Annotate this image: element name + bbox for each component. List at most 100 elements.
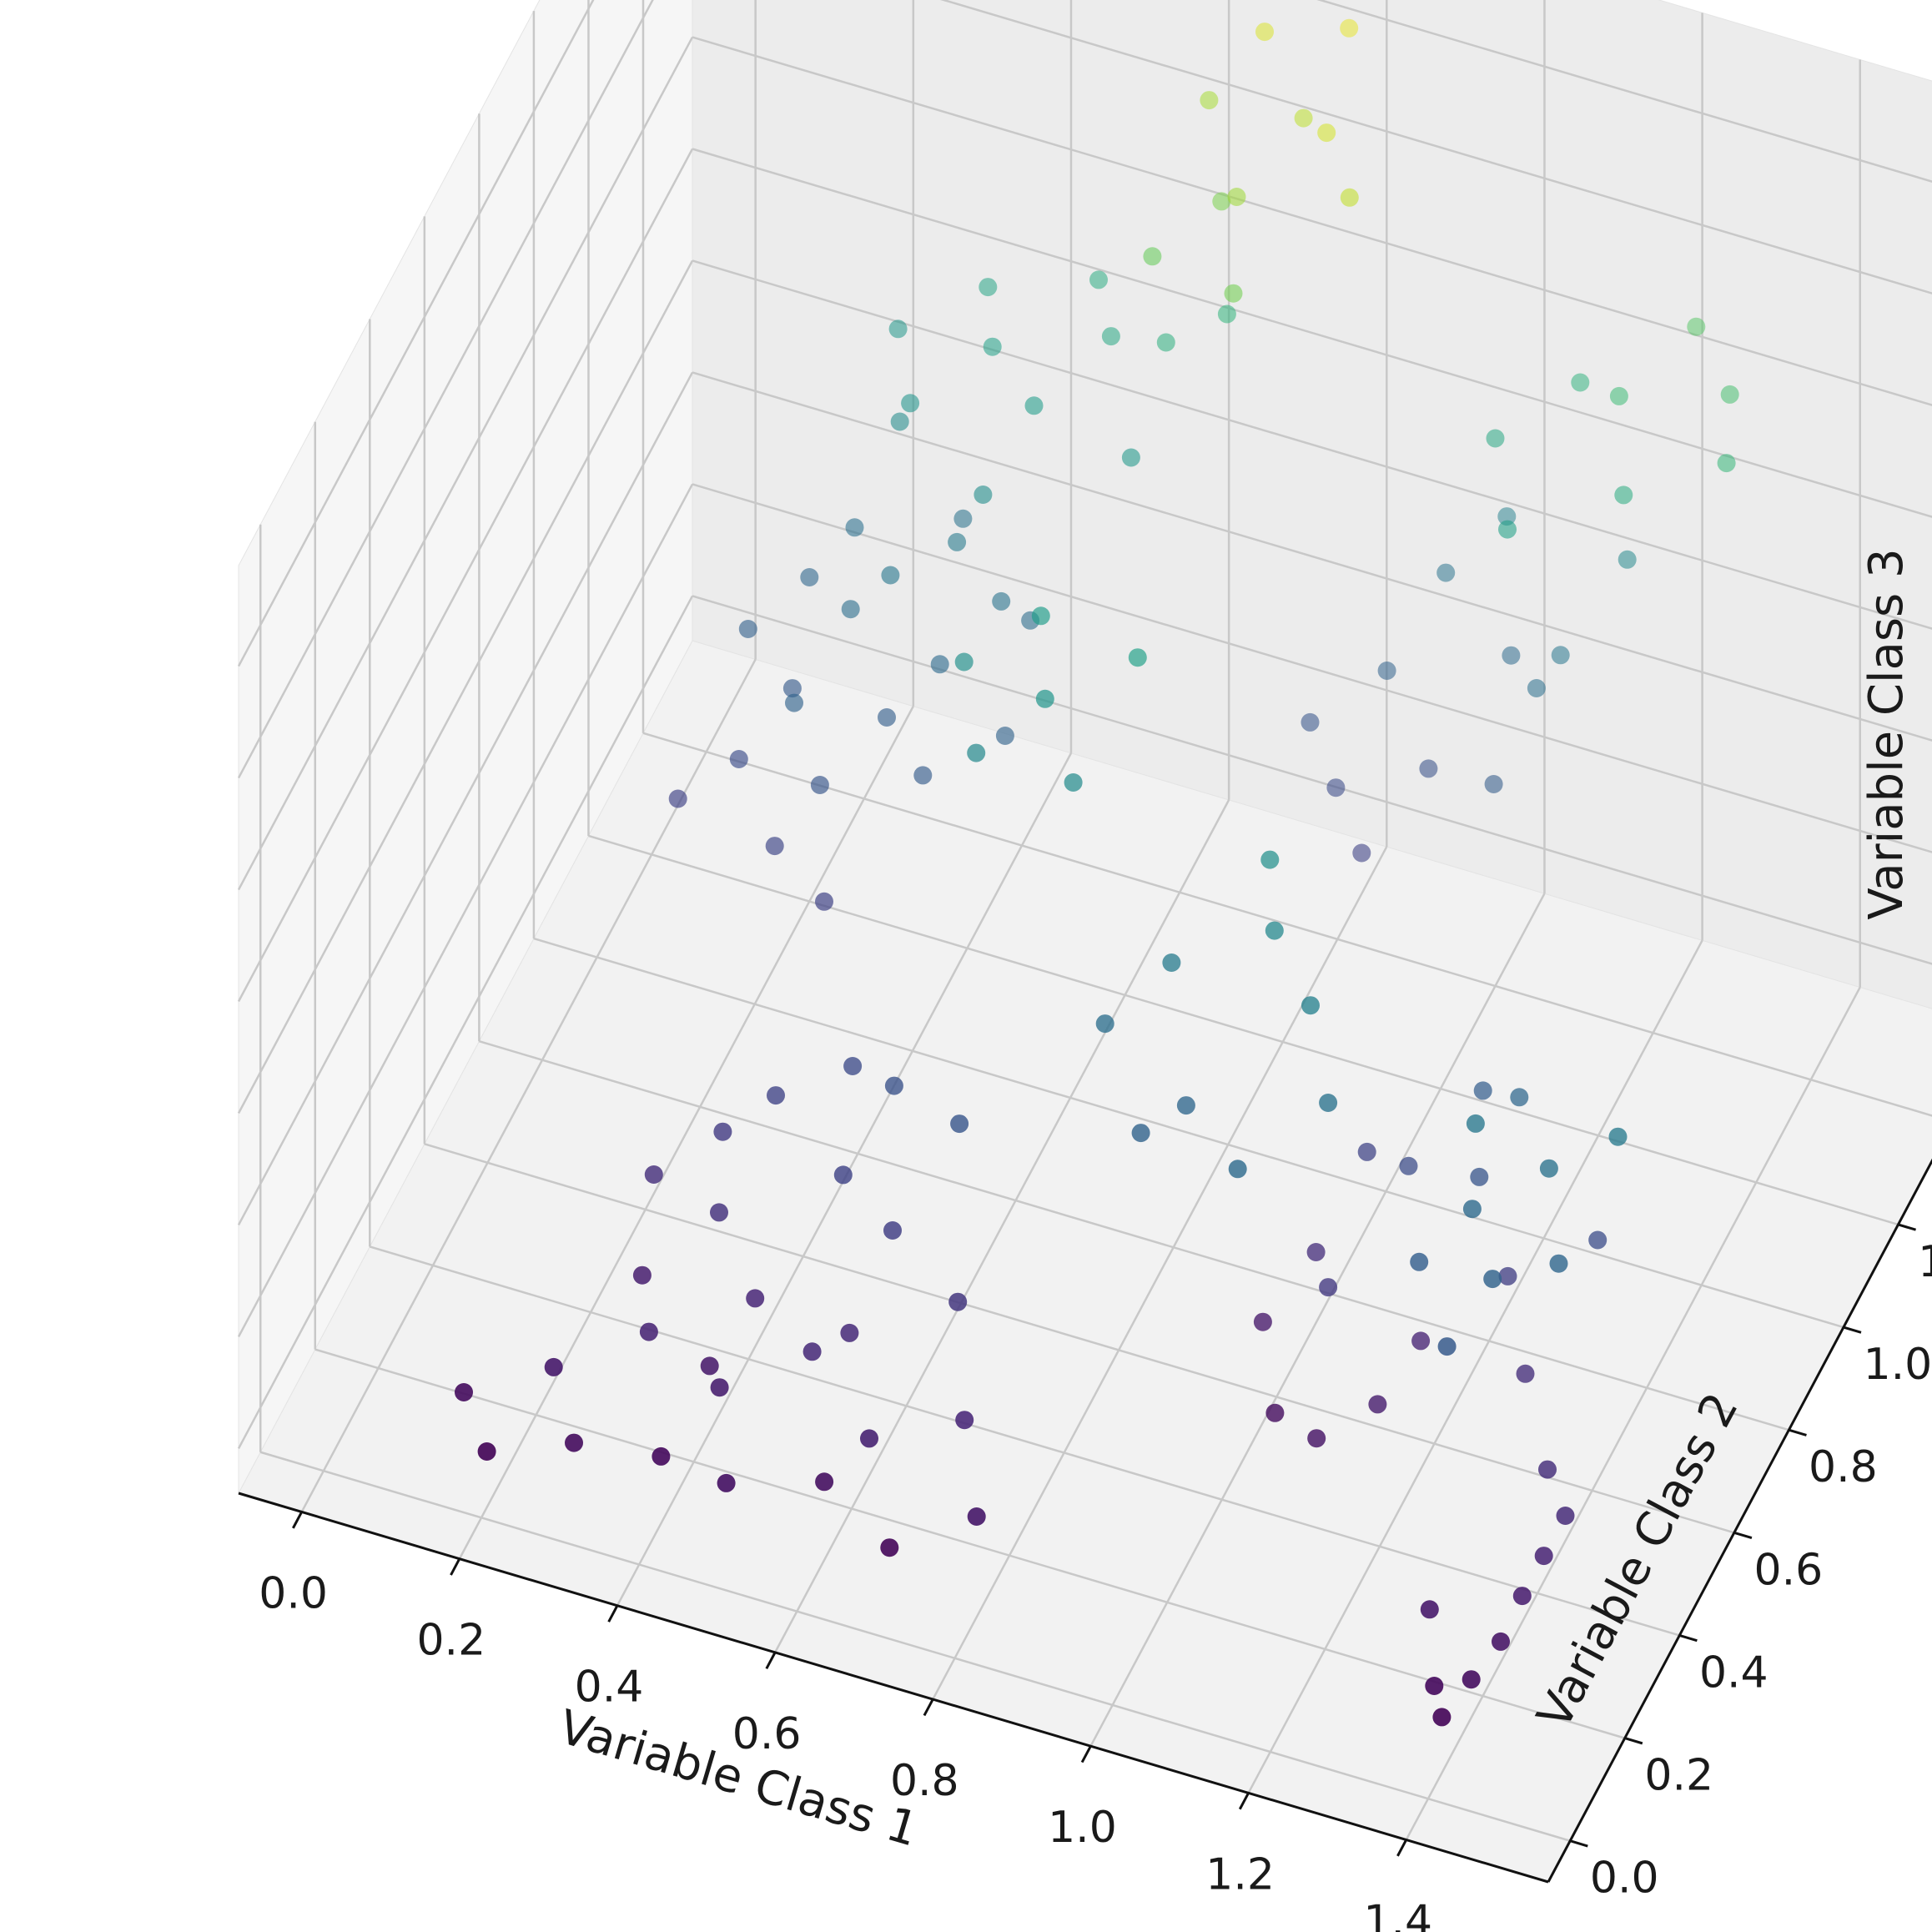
data-points xyxy=(455,18,1739,1727)
data-point xyxy=(955,1411,974,1430)
data-point xyxy=(800,568,819,586)
data-point xyxy=(1720,385,1739,404)
data-point xyxy=(1556,1507,1575,1525)
tick-labels: 0.00.00.00.20.20.20.40.40.40.60.60.60.80… xyxy=(259,1237,1932,1932)
data-point xyxy=(1200,91,1219,110)
data-point xyxy=(652,1446,671,1466)
x-axis-line xyxy=(238,1492,1549,1884)
data-point xyxy=(1411,1331,1431,1351)
z-axis-label: Variable Class 3 xyxy=(1859,548,1914,919)
data-point xyxy=(1301,996,1320,1015)
x-tick-label: 1.0 xyxy=(1048,1803,1117,1853)
x-tick-label: 1.2 xyxy=(1205,1849,1275,1899)
grid-line xyxy=(237,36,694,891)
y-axis-line xyxy=(1547,1158,1932,1883)
data-point xyxy=(785,693,803,712)
data-point xyxy=(1255,23,1274,42)
grid-line xyxy=(237,148,694,1003)
data-point xyxy=(1492,1632,1510,1651)
data-point xyxy=(880,1538,899,1557)
data-point xyxy=(1466,1114,1485,1133)
data-point xyxy=(1265,1403,1285,1422)
data-point xyxy=(729,750,748,768)
data-point xyxy=(1306,1243,1326,1261)
data-point xyxy=(1486,429,1505,448)
data-point xyxy=(767,1086,785,1105)
data-point xyxy=(1473,1081,1492,1100)
x-tick-mark xyxy=(292,1511,303,1529)
grid-line xyxy=(692,259,1932,630)
data-point xyxy=(1162,953,1181,972)
data-point xyxy=(1227,188,1246,206)
data-point xyxy=(1089,270,1108,289)
x-tick-label: 0.0 xyxy=(259,1568,328,1618)
data-point xyxy=(1462,1670,1481,1689)
x-tick-mark xyxy=(607,1605,619,1623)
data-point xyxy=(765,837,784,856)
data-point xyxy=(1497,507,1517,526)
data-point xyxy=(1326,778,1346,797)
data-point xyxy=(1484,775,1503,793)
data-point xyxy=(1294,108,1313,128)
data-point xyxy=(1498,520,1517,539)
y-tick-mark xyxy=(1898,1223,1916,1231)
data-point xyxy=(1317,123,1336,143)
data-point xyxy=(1618,550,1637,569)
x-tick-mark xyxy=(765,1652,777,1670)
data-point xyxy=(833,1165,853,1185)
data-point xyxy=(1143,247,1162,266)
grid-line xyxy=(237,259,694,1114)
data-point xyxy=(1377,662,1396,680)
data-point xyxy=(1571,373,1590,392)
data-point xyxy=(1101,327,1120,346)
data-point xyxy=(1539,1159,1558,1178)
data-point xyxy=(1614,486,1633,505)
x-tick-mark xyxy=(923,1698,934,1717)
data-point xyxy=(1217,304,1236,324)
grid-lines xyxy=(237,0,1932,1842)
data-point xyxy=(930,655,949,674)
data-point xyxy=(815,892,833,911)
x-tick-mark xyxy=(1080,1745,1092,1763)
data-point xyxy=(455,1383,473,1401)
grid-line xyxy=(237,371,694,1226)
data-point xyxy=(1253,1312,1272,1331)
left-pane xyxy=(238,0,693,1494)
grid-line xyxy=(369,1245,1680,1637)
data-point xyxy=(888,319,908,339)
data-point xyxy=(802,1342,822,1361)
x-tick-label: 0.4 xyxy=(575,1663,644,1713)
data-point xyxy=(710,1203,728,1222)
data-point xyxy=(913,766,933,785)
data-point xyxy=(1024,396,1044,415)
data-point xyxy=(953,509,973,528)
data-point xyxy=(840,1323,859,1342)
data-point xyxy=(1609,386,1628,405)
data-point xyxy=(1260,850,1280,869)
grid-line xyxy=(774,799,1230,1653)
data-point xyxy=(992,591,1011,611)
data-point xyxy=(1516,1364,1535,1383)
y-tick-mark xyxy=(1788,1428,1807,1436)
y-tick-label: 0.6 xyxy=(1753,1545,1823,1595)
data-point xyxy=(1156,333,1175,352)
data-point xyxy=(1432,1708,1452,1727)
data-point xyxy=(841,600,860,619)
grid-line xyxy=(1247,939,1703,1794)
grid-line xyxy=(1316,0,1932,183)
data-point xyxy=(544,1357,563,1376)
grid-line xyxy=(458,706,914,1560)
data-point xyxy=(979,278,998,297)
data-point xyxy=(883,1221,902,1240)
y-tick-mark xyxy=(1733,1531,1753,1540)
grid-line xyxy=(1405,986,1861,1841)
data-point xyxy=(1131,1124,1150,1143)
data-point xyxy=(1176,1096,1195,1115)
data-point xyxy=(1510,1088,1529,1107)
data-point xyxy=(1419,759,1438,778)
data-point xyxy=(1399,1156,1418,1175)
data-point xyxy=(948,532,967,551)
grid-line xyxy=(237,0,595,667)
data-point xyxy=(974,486,993,504)
